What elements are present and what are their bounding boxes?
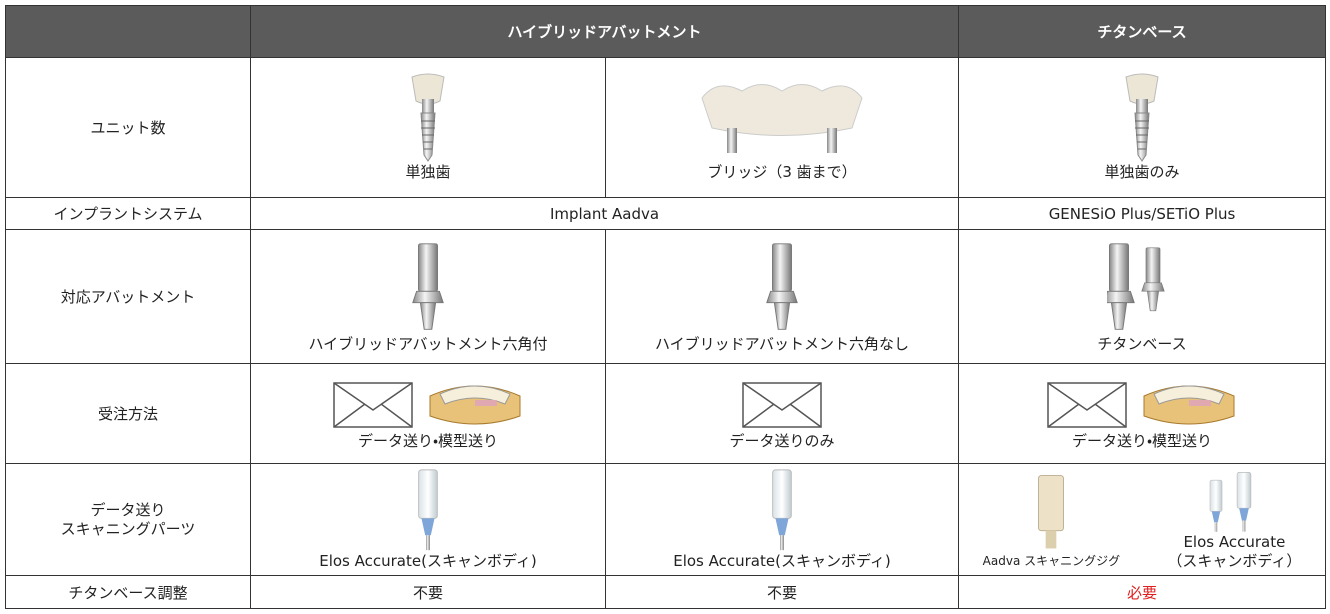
jig-item: Aadva スキャニングジグ: [983, 472, 1120, 571]
caption: データ送り・模型送り: [357, 432, 499, 450]
abutment-image: [762, 240, 802, 335]
row: データ送り スキャニングパーツ Elos Accurate(スキャンボディ) El…: [5, 463, 1327, 576]
caption: （スキャンボディ）: [1167, 552, 1302, 570]
cell-split: Aadva スキャニングジグ Elos Accurate （スキャンボディ）: [959, 471, 1325, 571]
caption: ブリッジ（3 歯まで）: [707, 163, 857, 181]
row-label: 受注方法: [5, 363, 251, 464]
caption: Aadva スキャニングジグ: [982, 554, 1121, 568]
caption: 単独歯のみ: [1104, 163, 1180, 181]
cell: 単独歯: [250, 57, 606, 198]
caption: Elos Accurate: [1183, 533, 1286, 551]
implant-image: [1122, 73, 1162, 163]
caption: データ送りのみ: [729, 432, 835, 450]
cell: Aadva スキャニングジグ Elos Accurate （スキャンボディ）: [958, 463, 1327, 576]
titanium-base-image: [1107, 242, 1165, 330]
row-label: データ送り スキャニングパーツ: [5, 463, 251, 576]
row-label: 対応アバットメント: [5, 229, 251, 364]
order-icons: [333, 382, 521, 428]
cell: ハイブリッドアバットメント六角付: [250, 229, 606, 364]
order-icons: [742, 382, 822, 428]
implant-image: [408, 73, 448, 163]
bridge-image: [697, 73, 867, 163]
cell: 不要: [250, 575, 606, 609]
abutment-image: [408, 240, 448, 335]
row: 受注方法 データ送り・模型送り データ送りのみ データ送り・模型送り: [5, 363, 1327, 464]
caption: チタンベース: [1097, 334, 1187, 353]
cell: チタンベース: [958, 229, 1327, 364]
cell: Elos Accurate(スキャンボディ): [250, 463, 606, 576]
row: インプラントシステム Implant Aadva GENESiO Plus/SE…: [5, 197, 1327, 230]
cell: 不要: [604, 575, 960, 609]
label-line: データ送り: [90, 500, 166, 519]
cell: 必要: [958, 575, 1327, 609]
cell: GENESiO Plus/SETiO Plus: [958, 197, 1327, 230]
cell: 単独歯のみ: [958, 57, 1327, 198]
caption: Elos Accurate(スキャンボディ): [673, 552, 891, 570]
caption: Elos Accurate(スキャンボディ): [319, 552, 537, 570]
header-cell: チタンベース: [958, 5, 1327, 58]
row-label: インプラントシステム: [5, 197, 251, 230]
caption: 単独歯: [405, 163, 451, 181]
order-icons: [1047, 382, 1235, 428]
row: チタンベース調整 不要 不要 必要: [5, 575, 1327, 609]
cell: Elos Accurate(スキャンボディ): [604, 463, 960, 576]
cell: Implant Aadva: [249, 197, 960, 230]
row-label: チタンベース調整: [5, 575, 251, 609]
scanbody-image: [767, 468, 797, 552]
header-cell: ハイブリッドアバットメント: [249, 5, 960, 58]
jig-image: [1031, 472, 1071, 552]
cell: データ送り・模型送り: [958, 363, 1327, 464]
comparison-table: ハイブリッドアバットメント チタンベース ユニット数 単独歯 ブリッジ（3 歯ま…: [5, 5, 1327, 609]
row: 対応アバットメント ハイブリッドアバットメント六角付 ハイブリッドアバットメント…: [5, 229, 1327, 364]
label-line: スキャニングパーツ: [60, 519, 196, 538]
scanbody-image: [413, 468, 443, 552]
cell: データ送り・模型送り: [250, 363, 606, 464]
row: ユニット数 単独歯 ブリッジ（3 歯まで） 単独歯のみ: [5, 57, 1327, 198]
cell: データ送りのみ: [604, 363, 960, 464]
header-row: ハイブリッドアバットメント チタンベース: [5, 5, 1327, 58]
header-cell: [5, 5, 251, 58]
cell: ブリッジ（3 歯まで）: [604, 57, 960, 198]
caption: データ送り・模型送り: [1071, 432, 1213, 450]
scanbody-image: [1209, 471, 1252, 533]
caption: ハイブリッドアバットメント六角付: [308, 334, 548, 353]
row-label: ユニット数: [5, 57, 251, 198]
scanbody-item: Elos Accurate （スキャンボディ）: [1167, 471, 1301, 571]
caption: ハイブリッドアバットメント六角なし: [654, 334, 910, 353]
cell: ハイブリッドアバットメント六角なし: [604, 229, 960, 364]
